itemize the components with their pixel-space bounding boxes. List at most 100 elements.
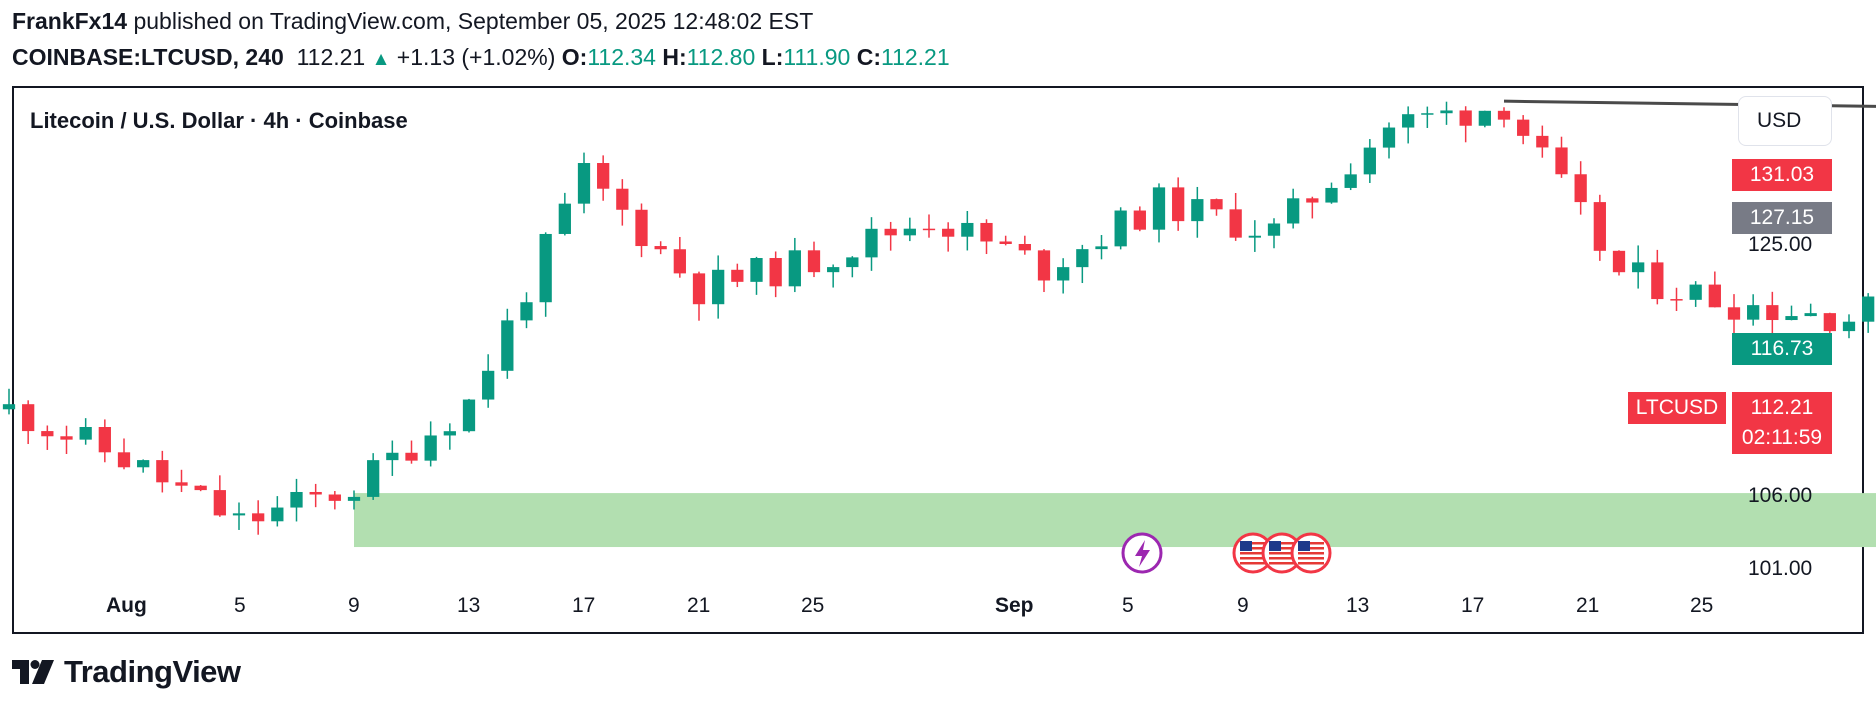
x-tick-label: 17 (1461, 594, 1485, 617)
candle (597, 163, 610, 189)
candle (1191, 199, 1204, 222)
flag-stripe (1240, 542, 1266, 545)
candle (367, 460, 380, 497)
brand-name: TradingView (64, 654, 241, 689)
candle (712, 269, 725, 305)
candle (156, 460, 169, 483)
candle (1497, 110, 1511, 120)
flag-canton (1269, 541, 1281, 551)
candle (462, 399, 476, 432)
bar-countdown: 02:11:59 (1732, 422, 1832, 454)
candle (865, 228, 878, 258)
flag-stripe (1269, 552, 1295, 555)
candle (482, 370, 495, 400)
candle (1785, 316, 1798, 321)
flag-stripe (1269, 542, 1295, 545)
candle (1172, 187, 1185, 222)
candle (1229, 209, 1242, 238)
candle (1248, 235, 1261, 238)
candle (1842, 321, 1856, 332)
flag-canton (1298, 541, 1310, 551)
candle (884, 228, 897, 236)
currency-button[interactable]: USD (1738, 96, 1832, 146)
up-arrow-icon: ▲ (371, 49, 391, 70)
flag-canton (1240, 541, 1252, 551)
candle (386, 452, 399, 461)
us-flag-icon (1261, 532, 1303, 574)
tradingview-logo[interactable]: TradingView (12, 654, 241, 690)
candle (1727, 307, 1741, 320)
resistance-price-tag: 131.03 (1732, 159, 1832, 191)
flag-stripe (1240, 547, 1266, 550)
close-value: 112.21 (880, 44, 950, 70)
flag-stripe (1240, 557, 1266, 560)
candle (1747, 305, 1760, 320)
candle (1459, 110, 1472, 126)
candle (961, 222, 974, 237)
candle (1018, 243, 1031, 251)
candle (558, 203, 571, 234)
symbol-price-label: LTCUSD (1628, 392, 1726, 424)
candle (271, 507, 284, 522)
chart-frame[interactable] (12, 86, 1864, 634)
candle (424, 435, 437, 461)
candle (1152, 187, 1166, 230)
candle (60, 436, 73, 440)
last-price: 112.21 (296, 44, 366, 70)
candle (117, 452, 131, 468)
candle (1823, 313, 1836, 332)
candle (1804, 313, 1817, 317)
candle (328, 494, 341, 501)
candle (98, 427, 111, 453)
candle (807, 250, 821, 273)
candle (2, 404, 16, 410)
x-tick-label: Sep (995, 594, 1034, 617)
candle (980, 222, 993, 242)
candle (213, 490, 226, 516)
flag-stripe (1240, 562, 1266, 565)
flag-stripe (1240, 552, 1266, 555)
candle (1402, 114, 1415, 128)
flag-stripe (1298, 562, 1324, 565)
support-zone (354, 493, 1876, 548)
candle (539, 233, 552, 303)
y-tick-label: 106.00 (1748, 484, 1813, 507)
candle (1114, 210, 1127, 247)
candle (1478, 110, 1491, 126)
candle (1612, 250, 1626, 273)
low-value: 111.90 (783, 44, 851, 70)
level-price-tag: 127.15 (1732, 202, 1832, 234)
high-value: 112.80 (686, 44, 756, 70)
current-price-tag: 112.21 (1732, 392, 1832, 424)
y-tick-label: 101.00 (1748, 557, 1813, 580)
flag-stripe (1269, 562, 1295, 565)
candle (846, 257, 859, 268)
lightning-bolt (1135, 540, 1150, 567)
tradingview-logo-icon (12, 660, 54, 684)
candle (1536, 135, 1549, 148)
symbol-name: COINBASE:LTCUSD, 240 (12, 44, 284, 70)
candle (922, 228, 936, 231)
candle (501, 320, 514, 371)
candle (1133, 210, 1146, 230)
candle (1037, 250, 1051, 281)
publish-line: FrankFx14 published on TradingView.com, … (12, 8, 813, 35)
y-tick-label: 125.00 (1748, 233, 1813, 256)
author-name: FrankFx14 (12, 8, 128, 34)
flag-stripe (1269, 557, 1295, 560)
candle (1421, 113, 1434, 115)
candle (1325, 187, 1338, 203)
candle (788, 250, 801, 287)
x-tick-label: 25 (1690, 594, 1714, 617)
candle (1287, 198, 1300, 224)
candle (1862, 296, 1875, 322)
low-label: L: (761, 44, 784, 70)
candle (1651, 262, 1664, 300)
candle (769, 258, 782, 287)
candle (616, 188, 629, 210)
candle (1267, 223, 1281, 236)
open-value: 112.34 (587, 44, 656, 70)
candle (1363, 147, 1376, 175)
flag-stripe (1298, 542, 1324, 545)
